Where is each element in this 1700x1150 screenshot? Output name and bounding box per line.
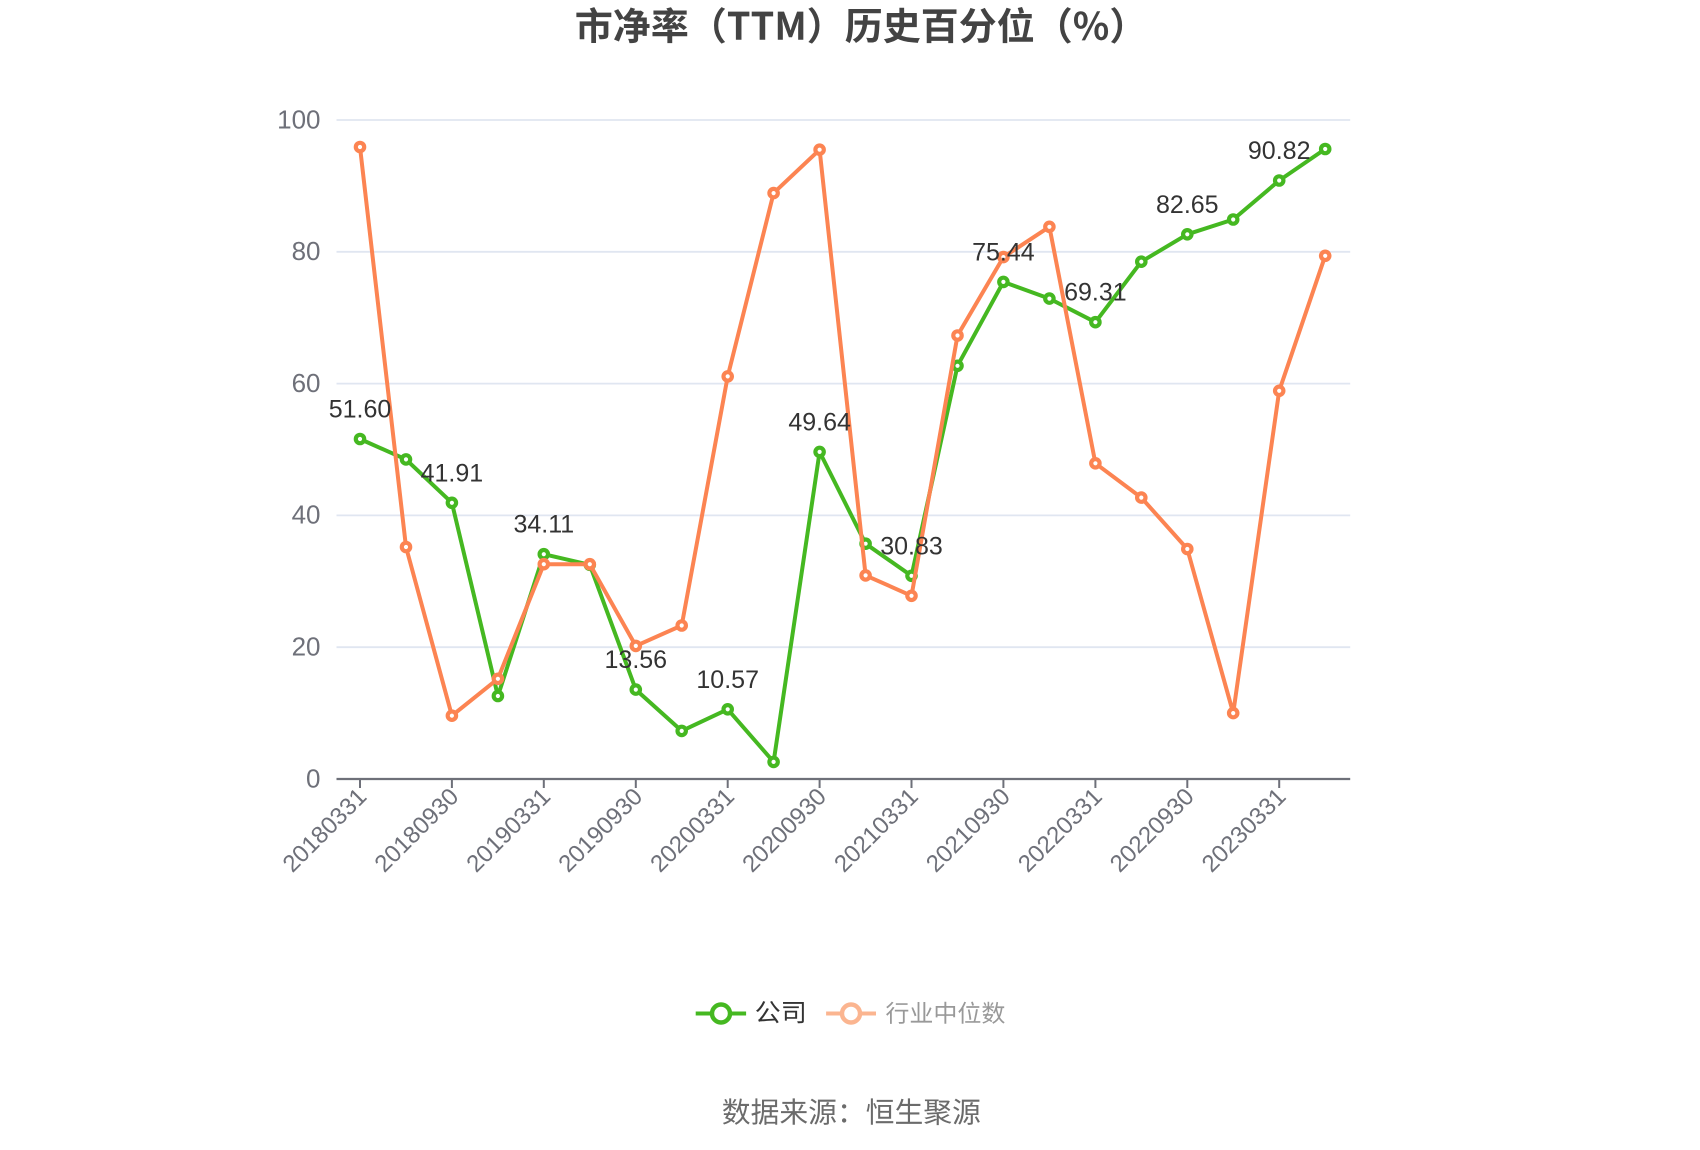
svg-text:34.11: 34.11 [513, 511, 574, 539]
svg-text:41.91: 41.91 [421, 459, 484, 487]
svg-text:30.83: 30.83 [880, 532, 943, 560]
svg-text:13.56: 13.56 [605, 646, 668, 674]
svg-text:75.44: 75.44 [972, 238, 1035, 266]
svg-text:69.31: 69.31 [1064, 279, 1127, 307]
svg-text:90.82: 90.82 [1248, 137, 1311, 165]
svg-text:51.60: 51.60 [329, 396, 392, 424]
svg-text:82.65: 82.65 [1156, 191, 1219, 219]
svg-text:49.64: 49.64 [788, 408, 851, 436]
svg-text:0: 0 [306, 763, 320, 793]
svg-text:20: 20 [292, 632, 321, 662]
svg-text:80: 80 [292, 236, 321, 266]
svg-text:100: 100 [277, 104, 320, 134]
svg-text:40: 40 [292, 500, 321, 530]
svg-text:60: 60 [292, 368, 321, 398]
svg-text:10.57: 10.57 [696, 666, 759, 694]
